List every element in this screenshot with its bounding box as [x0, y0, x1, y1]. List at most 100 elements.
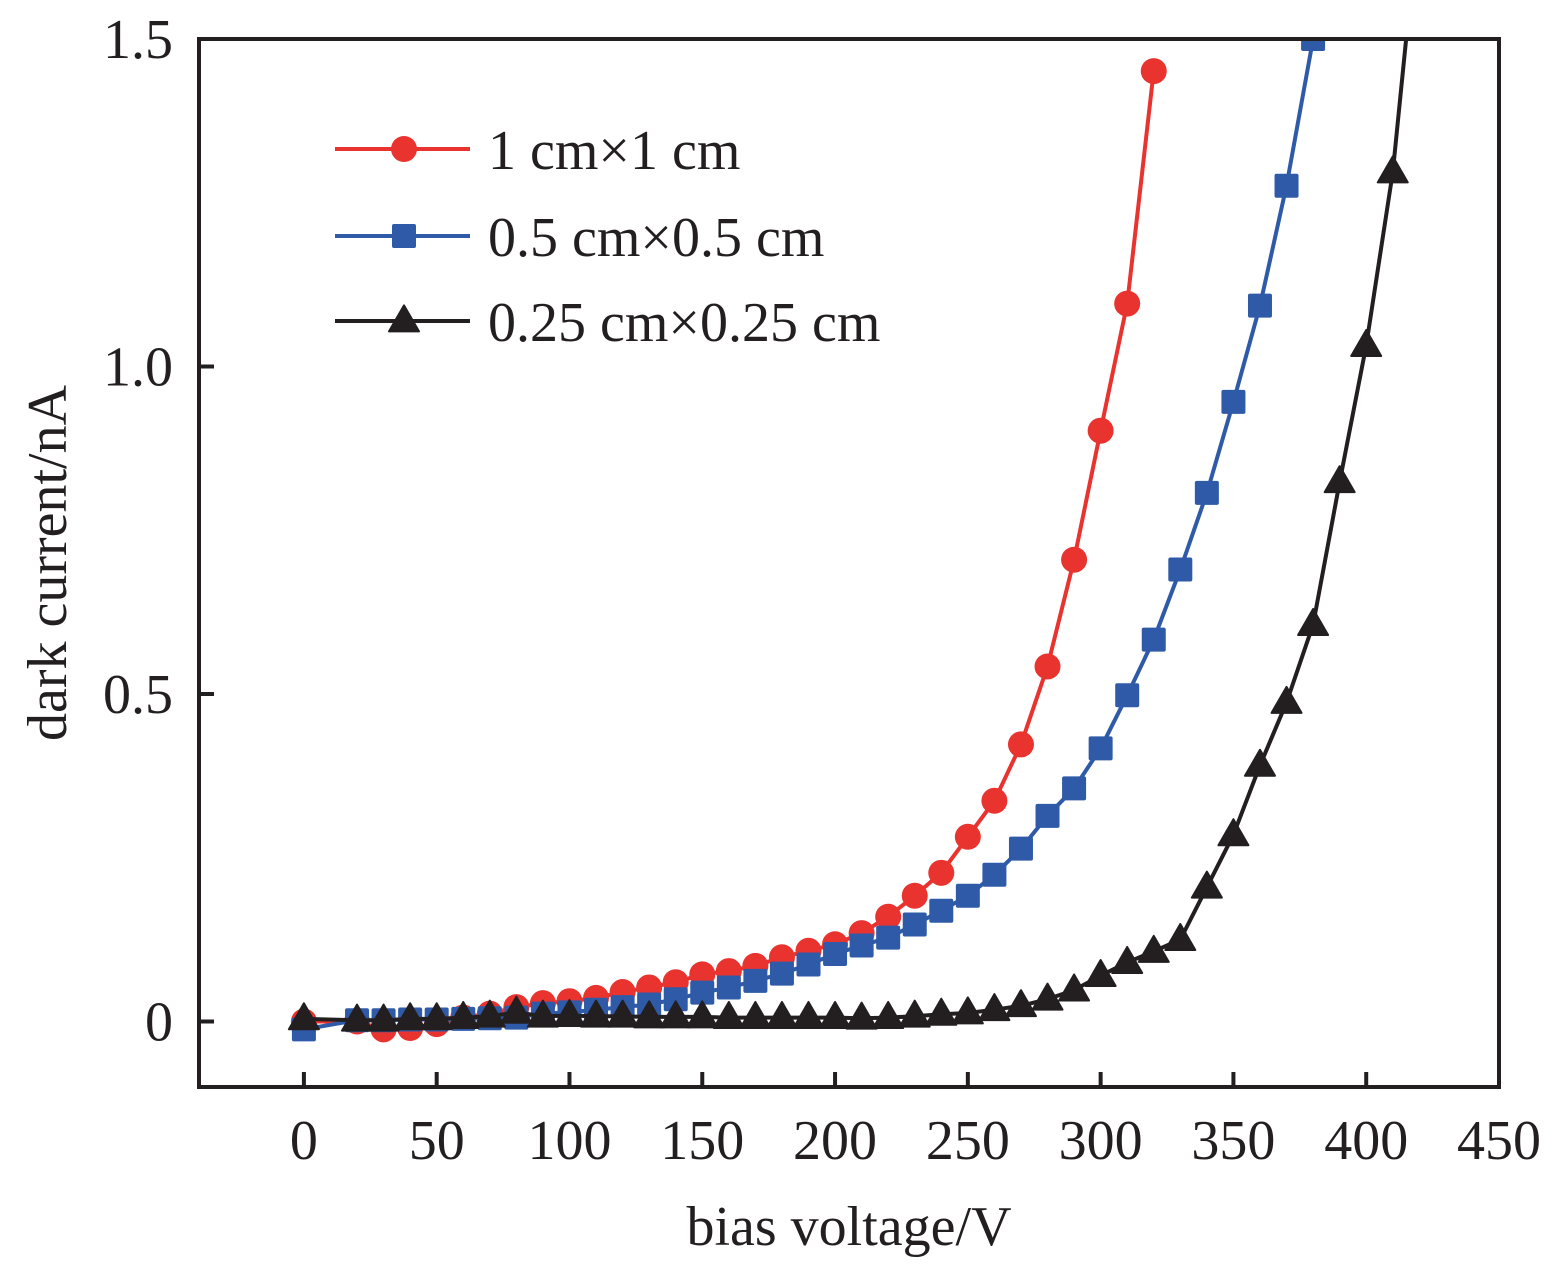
data-point [872, 1000, 905, 1029]
data-point [580, 999, 613, 1028]
data-point [1350, 328, 1383, 357]
data-point [1004, 989, 1037, 1018]
data-point [928, 859, 955, 886]
y-tick-label: 0.5 [103, 664, 173, 726]
data-point [500, 995, 533, 1024]
data-point [394, 1002, 427, 1031]
legend-marker [391, 136, 417, 162]
data-point [1007, 731, 1034, 758]
x-tick-label: 400 [1324, 1110, 1408, 1172]
ticks-layer: 0 50 100 150 200 250 300 350 400 450 0 0.5 1.0 1.5 [103, 9, 1541, 1172]
data-point [739, 1000, 772, 1029]
data-point [978, 993, 1011, 1022]
data-point [1140, 58, 1167, 85]
x-tick-label: 200 [793, 1110, 877, 1172]
data-point [1141, 627, 1166, 652]
data-point [553, 999, 586, 1028]
x-axis-title: bias voltage/V [686, 1196, 1011, 1258]
series-3 [287, 39, 1409, 1032]
data-point [902, 912, 927, 937]
data-point [1114, 290, 1141, 317]
data-point [716, 975, 741, 1000]
data-point [929, 898, 954, 923]
legend-label: 0.5 cm×0.5 cm [488, 207, 824, 269]
data-point [606, 999, 639, 1028]
data-point [1164, 923, 1197, 952]
data-point [1221, 389, 1246, 414]
legend-marker [392, 224, 416, 248]
data-point [287, 1002, 320, 1031]
data-point [1247, 293, 1272, 318]
series-layer [287, 39, 1409, 1043]
legend-entry-1: 1 cm×1 cm [335, 120, 740, 182]
data-point [633, 1000, 666, 1029]
data-point [686, 1000, 719, 1029]
data-point [1190, 870, 1223, 899]
data-point [901, 882, 928, 909]
data-point [925, 997, 958, 1026]
data-point [875, 903, 902, 930]
data-point [823, 942, 848, 967]
data-point [898, 999, 931, 1028]
y-tick-label: 1.5 [103, 9, 173, 71]
data-point [341, 1003, 374, 1032]
data-point [1301, 39, 1326, 51]
data-point [765, 1000, 798, 1029]
data-point [1297, 607, 1330, 636]
legend-marker [388, 304, 420, 333]
data-point [420, 1002, 453, 1031]
data-point [447, 1000, 480, 1029]
x-tick-label: 0 [290, 1110, 318, 1172]
series-1 [290, 58, 1167, 1043]
data-point [367, 1003, 400, 1032]
data-point [1058, 973, 1091, 1002]
data-point [712, 1000, 745, 1029]
data-point [473, 999, 506, 1028]
data-point [1088, 736, 1113, 761]
x-tick-label: 350 [1191, 1110, 1275, 1172]
data-point [796, 952, 821, 977]
series-line [303, 39, 1316, 1032]
data-point [1168, 557, 1193, 582]
legend: 1 cm×1 cm 0.5 cm×0.5 cm 0.25 cm×0.25 cm [335, 120, 880, 354]
data-point [951, 996, 984, 1025]
data-point [819, 1000, 852, 1029]
data-point [690, 980, 715, 1005]
legend-entry-2: 0.5 cm×0.5 cm [335, 207, 824, 269]
data-point [769, 961, 794, 986]
x-tick-label: 50 [409, 1110, 465, 1172]
data-point [1084, 959, 1117, 988]
data-point [1137, 934, 1170, 963]
y-tick-label: 1.0 [103, 337, 173, 399]
data-point [1035, 803, 1060, 828]
data-point [1061, 546, 1088, 573]
data-point [1111, 945, 1144, 974]
legend-label: 1 cm×1 cm [488, 120, 740, 182]
data-point [1274, 173, 1299, 198]
data-point [845, 1001, 878, 1030]
data-point [954, 823, 981, 850]
data-point [743, 968, 768, 993]
data-point [659, 1000, 692, 1029]
data-point [1270, 685, 1303, 714]
x-tick-label: 100 [527, 1110, 611, 1172]
data-point [1031, 982, 1064, 1011]
x-tick-label: 150 [660, 1110, 744, 1172]
data-point [1323, 465, 1356, 494]
data-point [1376, 155, 1409, 184]
x-tick-label: 250 [926, 1110, 1010, 1172]
x-tick-label: 300 [1059, 1110, 1143, 1172]
data-point [849, 933, 874, 958]
data-point [1034, 653, 1061, 680]
data-point [1243, 748, 1276, 777]
data-point [876, 925, 901, 950]
data-point [1087, 417, 1114, 444]
data-point [1008, 836, 1033, 861]
x-tick-label: 450 [1457, 1110, 1541, 1172]
plot-frame [197, 37, 1501, 1089]
series-line [303, 39, 1409, 1023]
data-point [792, 1000, 825, 1029]
legend-entry-3: 0.25 cm×0.25 cm [335, 292, 880, 354]
data-point [1115, 683, 1140, 708]
